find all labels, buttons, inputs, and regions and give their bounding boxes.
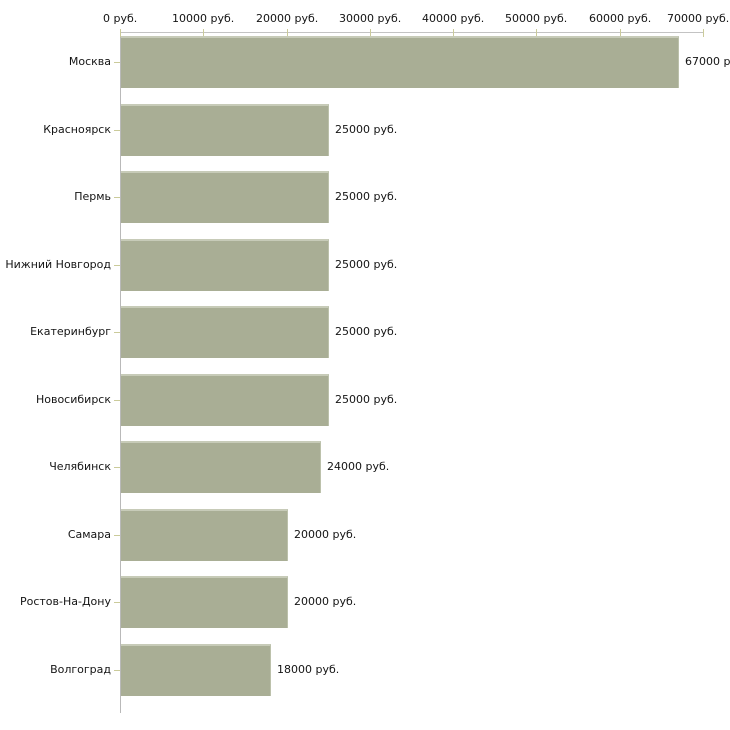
bar: [121, 509, 288, 561]
y-axis-tick-mark: [114, 130, 120, 131]
x-axis-tick-mark: [536, 29, 537, 37]
y-axis-tick-mark: [114, 265, 120, 266]
x-axis-tick-mark: [370, 29, 371, 37]
value-label: 25000 руб.: [335, 393, 398, 406]
y-axis-tick-mark: [114, 332, 120, 333]
value-label: 18000 руб.: [277, 663, 340, 676]
bar: [121, 306, 329, 358]
category-label: Красноярск: [43, 123, 111, 136]
category-label: Челябинск: [49, 460, 111, 473]
y-axis-tick-mark: [114, 602, 120, 603]
category-label: Пермь: [74, 190, 111, 203]
bar: [121, 239, 329, 291]
bar: [121, 104, 329, 156]
bar: [121, 171, 329, 223]
x-axis-line: [120, 32, 704, 33]
x-axis-tick-label: 20000 руб.: [256, 12, 319, 25]
y-axis-tick-mark: [114, 535, 120, 536]
bar: [121, 644, 271, 696]
x-axis-tick-mark: [287, 29, 288, 37]
value-label: 25000 руб.: [335, 258, 398, 271]
x-axis-tick-label: 60000 руб.: [589, 12, 652, 25]
x-axis-tick-label: 30000 руб.: [339, 12, 402, 25]
value-label: 67000 руб.: [685, 55, 730, 68]
y-axis-tick-mark: [114, 197, 120, 198]
x-axis-tick-label: 40000 руб.: [422, 12, 485, 25]
category-label: Самара: [67, 528, 111, 541]
x-axis-tick-label: 70000 руб.: [667, 12, 730, 25]
bar: [121, 36, 679, 88]
y-axis-tick-mark: [114, 467, 120, 468]
value-label: 24000 руб.: [327, 460, 390, 473]
y-axis-tick-mark: [114, 400, 120, 401]
bar: [121, 374, 329, 426]
x-axis-tick-label: 50000 руб.: [505, 12, 568, 25]
category-label: Москва: [68, 55, 111, 68]
x-axis-tick-label: 10000 руб.: [172, 12, 235, 25]
x-axis-tick-mark: [620, 29, 621, 37]
value-label: 25000 руб.: [335, 123, 398, 136]
x-axis-tick-mark: [203, 29, 204, 37]
category-label: Волгоград: [50, 663, 111, 676]
value-label: 25000 руб.: [335, 325, 398, 338]
x-axis-tick-mark: [703, 29, 704, 37]
category-label: Ростов-На-Дону: [19, 595, 111, 608]
value-label: 25000 руб.: [335, 190, 398, 203]
y-axis-line: [120, 32, 121, 713]
x-axis-tick-label: 0 руб.: [103, 12, 138, 25]
x-axis-tick-mark: [120, 29, 121, 37]
category-label: Нижний Новгород: [5, 258, 111, 271]
y-axis-tick-mark: [114, 670, 120, 671]
y-axis-tick-mark: [114, 62, 120, 63]
value-label: 20000 руб.: [294, 595, 357, 608]
bar: [121, 441, 321, 493]
value-label: 20000 руб.: [294, 528, 357, 541]
category-label: Екатеринбург: [30, 325, 111, 338]
x-axis-tick-mark: [453, 29, 454, 37]
bar: [121, 576, 288, 628]
category-label: Новосибирск: [35, 393, 111, 406]
